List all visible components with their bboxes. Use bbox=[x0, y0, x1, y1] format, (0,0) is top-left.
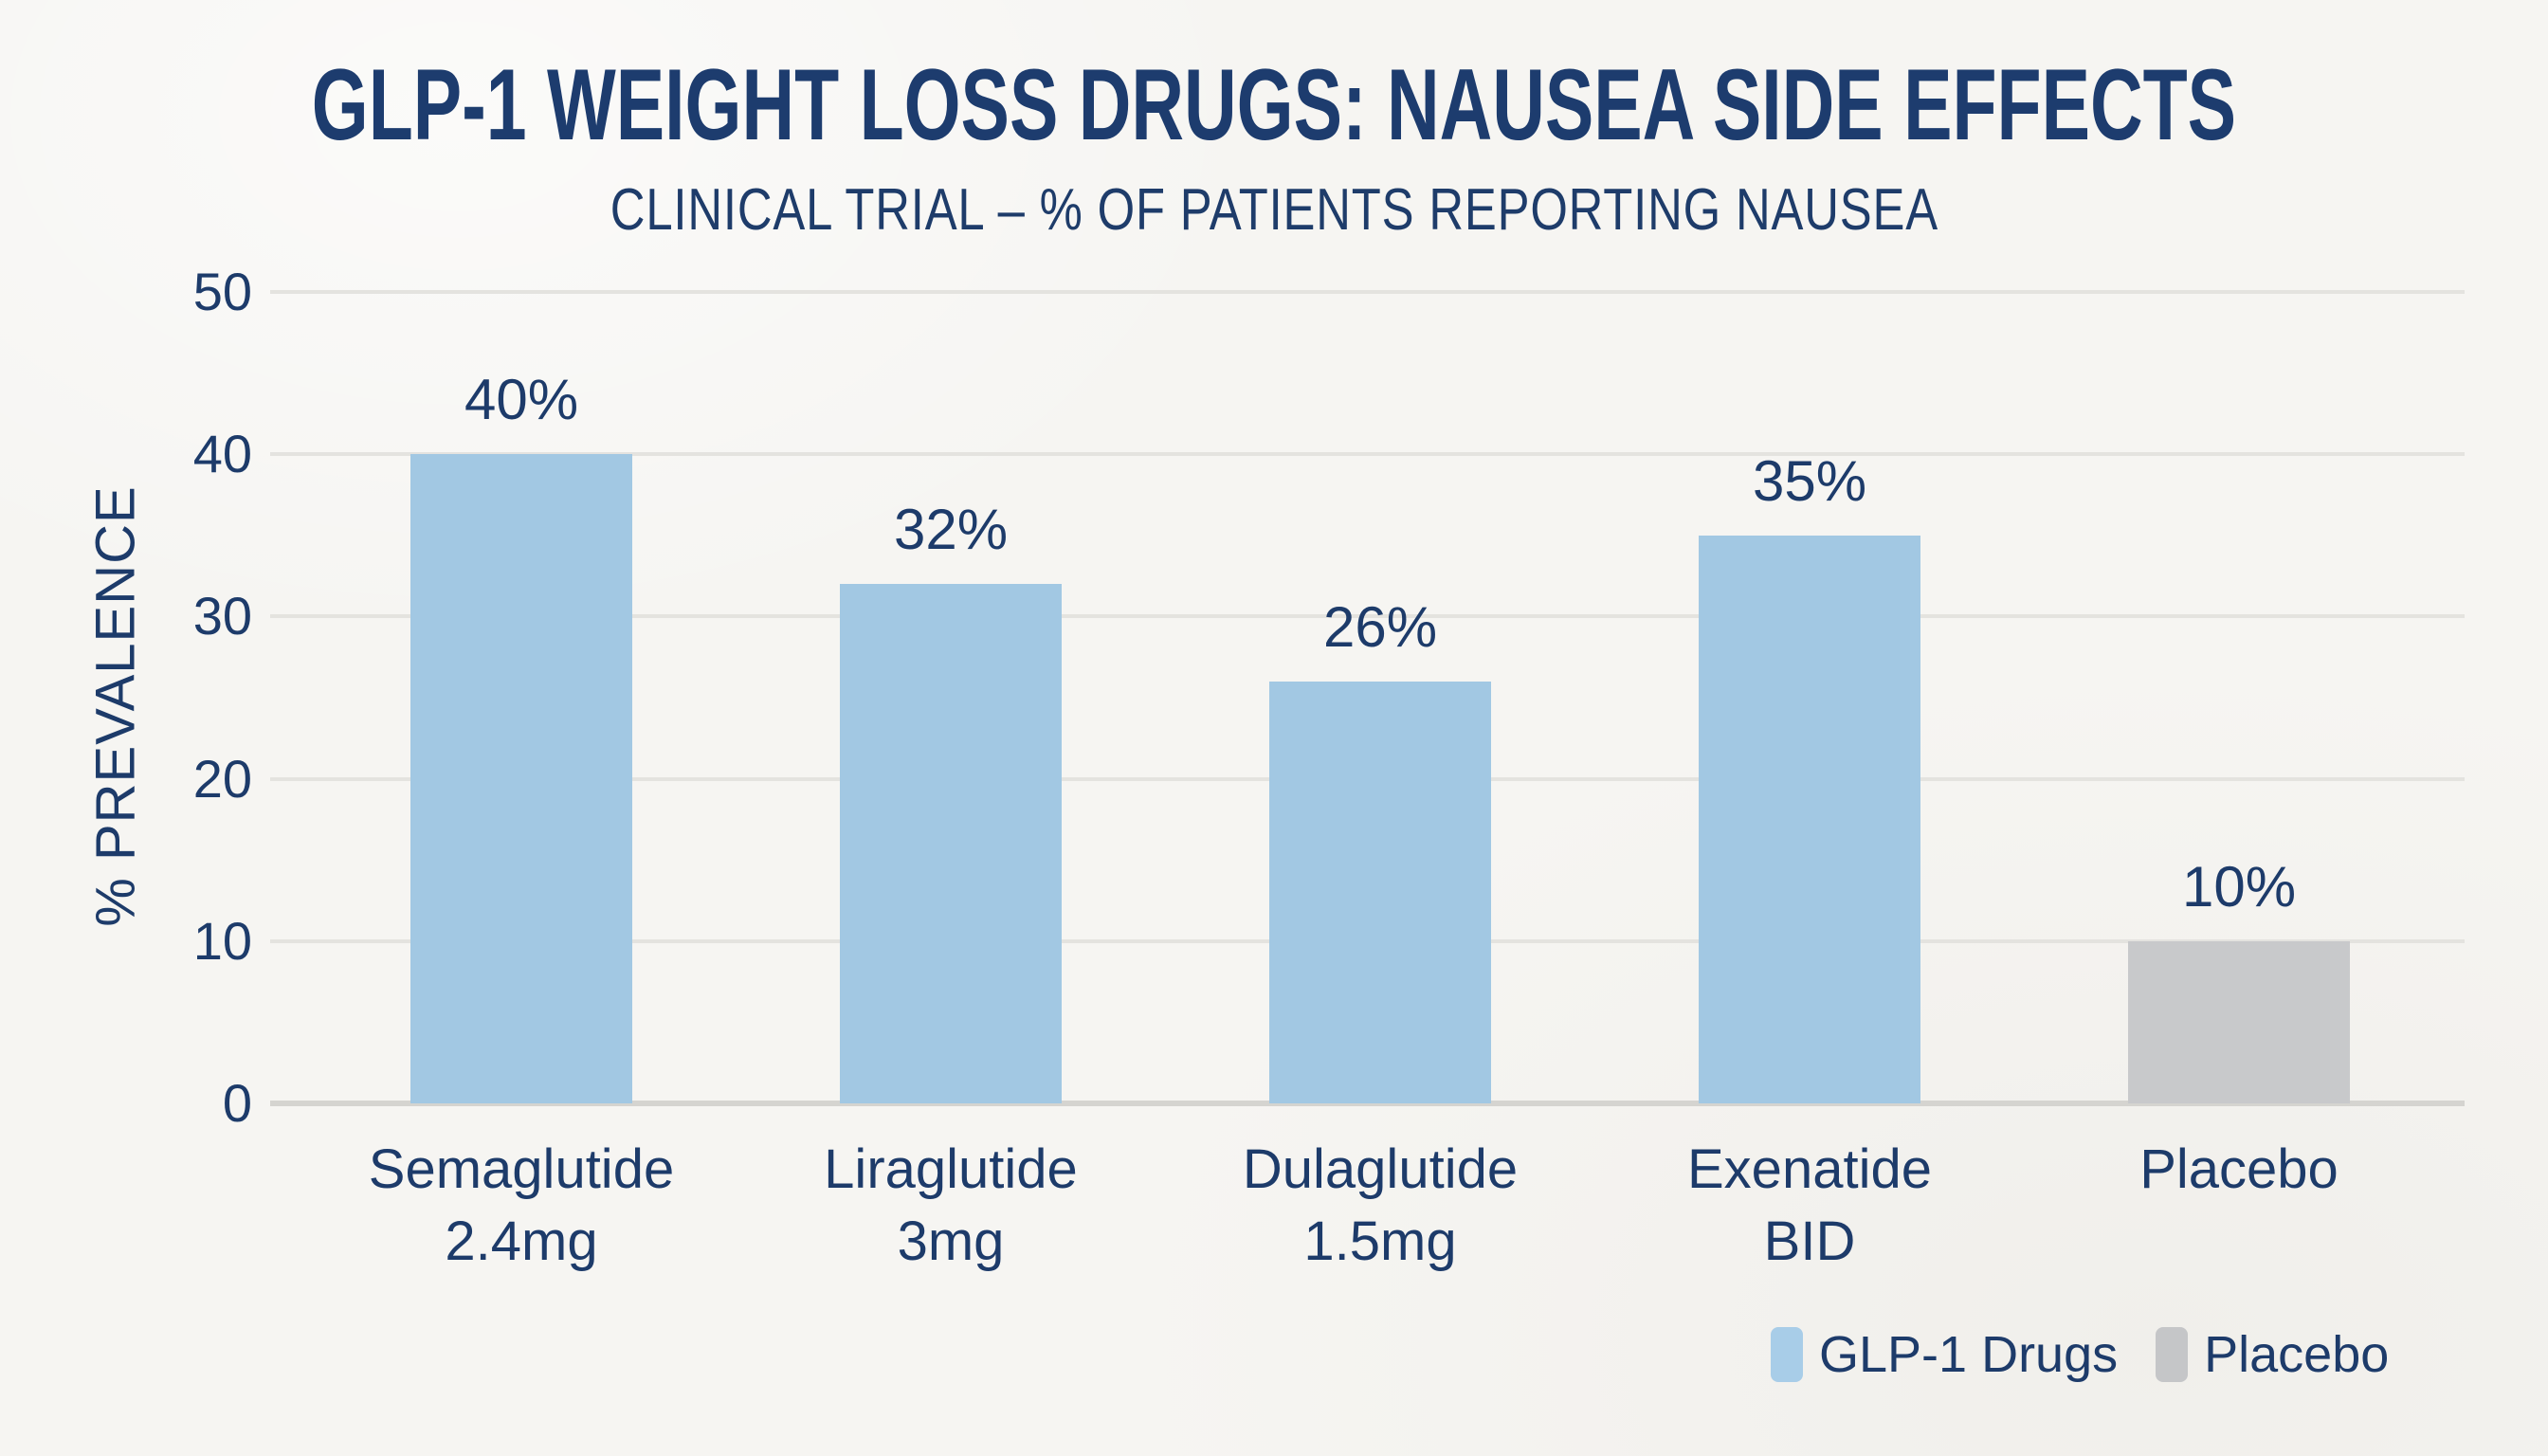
legend-label-glp-1-drugs: GLP-1 Drugs bbox=[1819, 1326, 2119, 1383]
bar-liraglutide-3mg bbox=[840, 584, 1062, 1103]
chart-subtitle-wrap: CLINICAL TRIAL – % OF PATIENTS REPORTING… bbox=[0, 176, 2548, 244]
gridline-50 bbox=[270, 290, 2465, 294]
chart-title: GLP-1 WEIGHT LOSS DRUGS: NAUSEA SIDE EFF… bbox=[311, 47, 2237, 161]
gridline-30 bbox=[270, 614, 2465, 619]
legend-swatch-placebo bbox=[2156, 1327, 2189, 1382]
y-tick-label-50: 50 bbox=[192, 262, 252, 321]
legend-item-placebo: Placebo bbox=[2156, 1325, 2389, 1384]
bar-value-label-semaglutide-2-4mg: 40% bbox=[464, 368, 579, 432]
x-axis-label-dulaglutide-1-5mg: Dulaglutide 1.5mg bbox=[1157, 1134, 1603, 1278]
plot-area: 40% 32% 26% 35% 10% bbox=[270, 290, 2465, 1106]
chart-subtitle: CLINICAL TRIAL – % OF PATIENTS REPORTING… bbox=[610, 177, 1938, 243]
x-axis-label-line: BID bbox=[1763, 1210, 1856, 1272]
x-axis-label-line: Liraglutide bbox=[824, 1138, 1078, 1200]
bar-placebo bbox=[2128, 940, 2350, 1103]
legend-swatch-glp-1-drugs bbox=[1771, 1327, 1803, 1382]
chart-legend: GLP-1 Drugs Placebo bbox=[1771, 1325, 2389, 1384]
x-axis-label-line: 1.5mg bbox=[1303, 1210, 1457, 1272]
bar-dulaglutide-1-5mg bbox=[1269, 681, 1491, 1103]
x-axis-label-line: Dulaglutide bbox=[1242, 1138, 1519, 1200]
x-axis-label-line: Placebo bbox=[2139, 1138, 2339, 1200]
y-tick-label-20: 20 bbox=[192, 748, 252, 809]
chart-title-wrap: GLP-1 WEIGHT LOSS DRUGS: NAUSEA SIDE EFF… bbox=[0, 46, 2548, 163]
bar-exenatide-bid bbox=[1699, 535, 1920, 1103]
x-axis-label-placebo: Placebo bbox=[2016, 1134, 2462, 1206]
legend-item-glp-1-drugs: GLP-1 Drugs bbox=[1771, 1325, 2118, 1384]
x-axis-label-line: Semaglutide bbox=[368, 1138, 675, 1200]
y-tick-label-0: 0 bbox=[222, 1073, 252, 1133]
bar-value-label-liraglutide-3mg: 32% bbox=[893, 498, 1009, 562]
bar-value-label-dulaglutide-1-5mg: 26% bbox=[1322, 594, 1438, 659]
bar-value-label-placebo: 10% bbox=[2181, 854, 2297, 919]
y-tick-label-40: 40 bbox=[192, 424, 252, 484]
bar-semaglutide-2-4mg bbox=[410, 454, 632, 1103]
y-tick-label-10: 10 bbox=[192, 910, 252, 971]
bar-value-label-exenatide-bid: 35% bbox=[1752, 448, 1867, 513]
x-axis-label-line: 3mg bbox=[897, 1210, 1005, 1272]
gridline-40 bbox=[270, 452, 2465, 457]
x-axis-label-exenatide-bid: Exenatide BID bbox=[1587, 1134, 2032, 1278]
y-tick-label-30: 30 bbox=[192, 586, 252, 646]
x-axis-label-liraglutide-3mg: Liraglutide 3mg bbox=[728, 1134, 1174, 1278]
legend-label-placebo: Placebo bbox=[2204, 1326, 2390, 1383]
x-axis-label-line: Exenatide bbox=[1687, 1138, 1932, 1200]
x-axis-label-line: 2.4mg bbox=[445, 1210, 598, 1272]
x-axis-label-semaglutide-2-4mg: Semaglutide 2.4mg bbox=[299, 1134, 744, 1278]
x-axis-baseline bbox=[270, 1101, 2465, 1106]
y-axis-title: % PREVALENCE bbox=[84, 485, 147, 927]
